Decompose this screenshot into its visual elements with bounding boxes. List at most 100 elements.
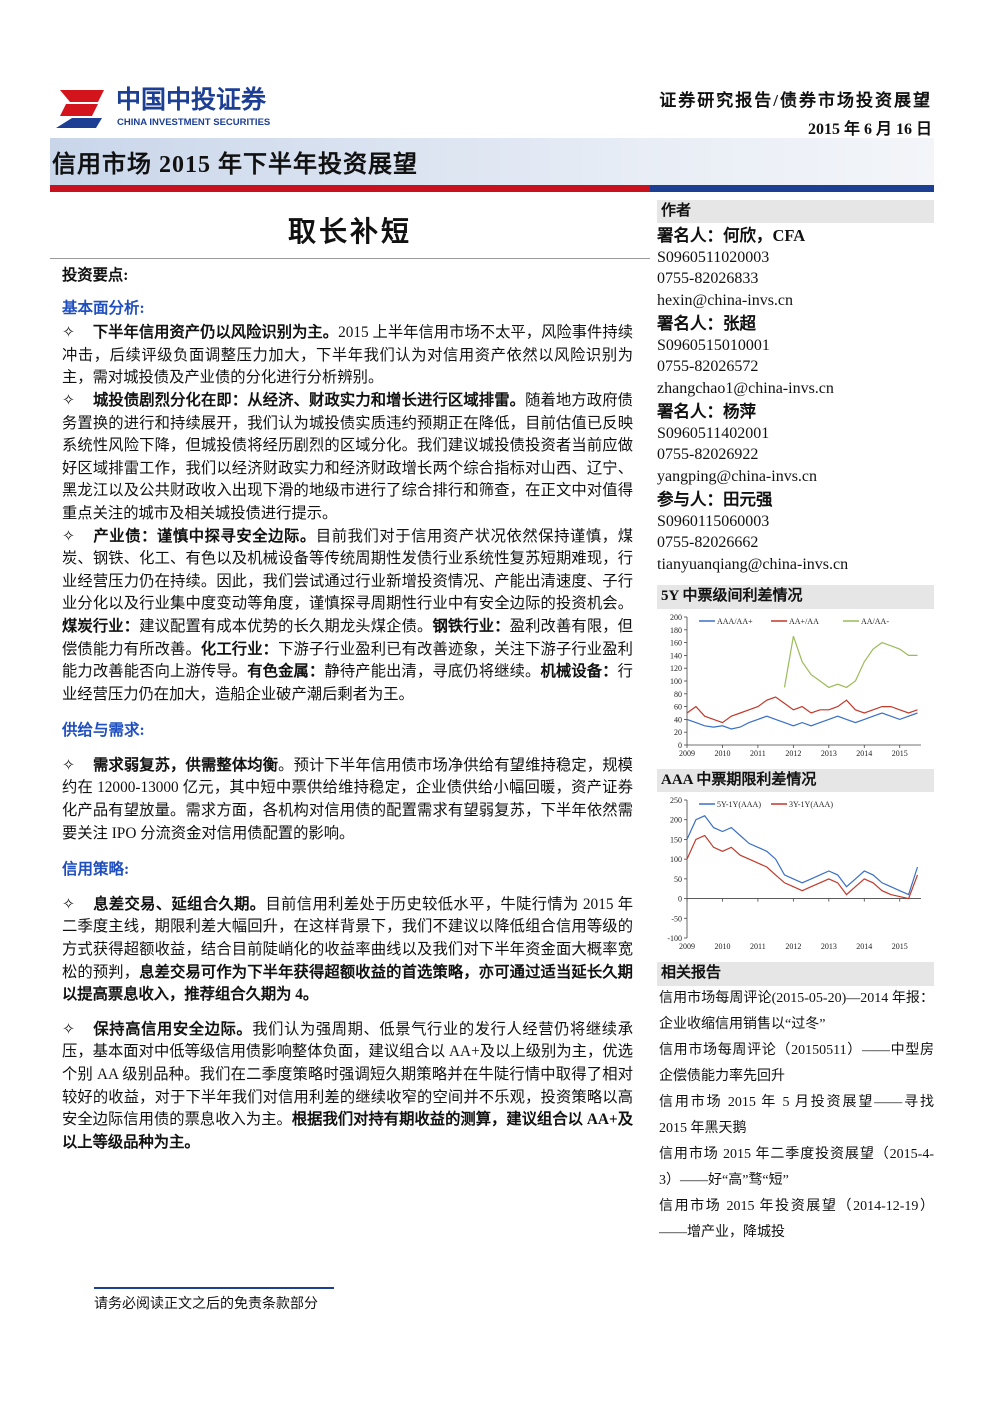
author-phone: 0755-82026922 (657, 446, 759, 463)
paragraph: ✧ 下半年信用资产仍以风险识别为主。2015 上半年信用市场不太平，风险事件持续冲… (62, 322, 633, 390)
rule (50, 258, 650, 259)
text-run: 保持高信用安全边际。 (92, 1020, 253, 1038)
text-run: 息差交易可作为下半年获得超额收益的首选策略，亦可通过适当延长久期以提高票息收入，… (62, 963, 633, 1004)
section: 供给与需求: ✧ 需求弱复苏，供需整体均衡。预计下半年信用债市场净供给有望维持稳定，… (62, 720, 633, 845)
chart-title: 5Y 中票级间利差情况 (657, 585, 934, 609)
author-name-line: 署名人：何欣，CFA (657, 225, 934, 247)
rule-red (50, 185, 650, 192)
legend-label: 5Y-1Y(AAA) (717, 800, 761, 809)
y-tick-label: 60 (674, 702, 682, 711)
logo-mark (60, 90, 104, 102)
paragraph: ✧ 保持高信用安全边际。我们认为强周期、低景气行业的发行人经营仍将继续承压，基本面… (62, 1019, 633, 1155)
text-run: 需求弱复苏，供需整体均衡 (92, 756, 279, 774)
bullet: ✧ (62, 895, 75, 913)
author-email: hexin@china-invs.cn (657, 291, 794, 309)
text-run: 钢铁行业： (432, 617, 510, 635)
rule-blue (650, 185, 934, 192)
x-tick-label: 2009 (679, 942, 695, 951)
author-email: tianyuanqiang@china-invs.cn (657, 555, 849, 573)
text-run: 下游子行业盈利已有改善迹象，关注下游子行业盈利能力改善能否向上游传导。 (62, 640, 633, 681)
footer-rule (94, 1287, 334, 1289)
text-run: 化工行业： (200, 640, 279, 658)
author-cert: S0960511402001 (657, 424, 770, 442)
y-tick-label: 40 (674, 715, 682, 724)
author-phone: 0755-82026572 (657, 358, 759, 375)
bullet: ✧ (62, 1020, 75, 1038)
text-run: 随着地方政府债务置换的进行和持续展开，我们认为城投债实质违约预期正在降低，目前估… (62, 391, 633, 522)
author: 署名人：杨萍 S0960511402001 0755-82026922 yangpin… (657, 401, 934, 487)
series-line (686, 815, 919, 896)
y-tick-label: 100 (670, 677, 682, 686)
logo-mark (60, 104, 98, 116)
author: 参与人：田元强 S0960115060003 0755-82026662 tianyu… (657, 489, 934, 575)
paragraph: ✧ 城投债剧烈分化在即：从经济、财政实力和增长进行区域排雷。随着地方政府债务置换的… (62, 390, 633, 526)
legend-label: 3Y-1Y(AAA) (789, 800, 833, 809)
logo-cn: 中国中投证券 (116, 85, 267, 114)
text-run: 我们认为强周期、低景气行业的发行人经营仍将继续承压，基本面对中低等级信用债影响整… (62, 1020, 633, 1129)
summary: 投资要点: 基本面分析: ✧ 下半年信用资产仍以风险识别为主。2015 上半年信用市… (62, 265, 633, 1168)
text-run: 息差交易、延组合久期。 (92, 895, 266, 913)
author-cert: S0960115060003 (657, 512, 770, 530)
title-band (50, 138, 934, 186)
main-title: 取长补短 (287, 217, 412, 248)
related-item: 信用市场每周评论(2015-05-20)—2014 年报：企业收缩信用销售以“过… (659, 990, 934, 1032)
y-tick-label: 50 (674, 875, 682, 884)
y-tick-label: 200 (670, 613, 682, 622)
section-heading: 基本面分析: (62, 299, 145, 317)
related-item: 信用市场 2015 年二季度投资展望（2015-4-3）——好“高”骛“短” (659, 1146, 934, 1188)
text-run: 机械设备： (540, 663, 618, 681)
text-run: 。预计下半年信用债市场净供给有望维持稳定，规模约在 12000-13000 亿元… (62, 756, 633, 842)
x-tick-label: 2009 (679, 749, 695, 758)
author-cert: S0960515010001 (657, 336, 770, 354)
x-tick-label: 2013 (821, 942, 837, 951)
y-tick-label: 160 (670, 638, 682, 647)
authors-label: 作者 (657, 200, 934, 223)
author-role: 署名人： (657, 226, 723, 245)
y-tick-label: 140 (670, 651, 682, 660)
y-tick-label: 200 (670, 816, 682, 825)
y-tick-label: -50 (671, 914, 682, 923)
chart-title: AAA 中票期限利差情况 (657, 768, 934, 792)
author-role: 署名人： (657, 402, 723, 421)
author-phone: 0755-82026662 (657, 534, 759, 551)
author-name-line: 参与人：田元强 (657, 489, 934, 511)
y-tick-label: 100 (670, 855, 682, 864)
logo-mark (56, 118, 102, 128)
section: 基本面分析: ✧ 下半年信用资产仍以风险识别为主。2015 上半年信用市场不太平，风… (62, 298, 633, 707)
related-list: 信用市场每周评论(2015-05-20)—2014 年报：企业收缩信用销售以“过… (657, 986, 934, 1246)
series-line (686, 695, 918, 723)
y-tick-label: 80 (674, 689, 682, 698)
author-name: 何欣，CFA (723, 226, 806, 245)
text-run: 行业经营压力仍在加大，造船企业破产潮后剩者为王。 (62, 663, 633, 703)
series-line (783, 635, 918, 688)
footer: 请务必阅读正文之后的免责条款部分 (94, 1296, 318, 1312)
section-heading: 信用策略: (62, 861, 130, 879)
doc-title: 信用市场 2015 年下半年投资展望 (52, 152, 418, 178)
x-tick-label: 2010 (714, 942, 730, 951)
y-tick-label: 250 (670, 796, 682, 805)
author-phone: 0755-82026833 (657, 270, 759, 287)
text-run: 目前我们对于信用资产状况依然保持谨慎，煤炭、钢铁、化工、有色以及机械设备等传统周… (62, 527, 633, 613)
paragraph: ✧ 需求弱复苏，供需整体均衡。预计下半年信用债市场净供给有望维持稳定，规模约在 1… (62, 755, 633, 845)
author-cert: S0960511020003 (657, 248, 770, 266)
author-name: 杨萍 (723, 402, 756, 421)
x-tick-label: 2010 (714, 749, 730, 758)
y-tick-label: 0 (678, 895, 682, 904)
bullet: ✧ (62, 527, 75, 545)
series-line (686, 711, 918, 730)
author-email: zhangchao1@china-invs.cn (657, 379, 834, 397)
paragraph: ✧ 产业债：谨慎中探寻安全边际。目前我们对于信用资产状况依然保持谨慎，煤炭、钢铁、… (62, 526, 633, 707)
section-heading: 供给与需求: (62, 722, 145, 740)
author-role: 署名人： (657, 314, 723, 333)
section: 信用策略: ✧ 息差交易、延组合久期。目前信用利差处于历史较低水平，牛陡行情为 20… (62, 859, 633, 1154)
report-type: 证券研究报告/债券市场投资展望 (659, 91, 932, 110)
x-tick-label: 2012 (785, 749, 801, 758)
y-tick-label: 20 (674, 728, 682, 737)
text-run: 有色金属： (247, 663, 325, 681)
bullet: ✧ (62, 391, 75, 409)
author-name: 田元强 (723, 490, 773, 509)
text-run: 2015 上半年信用市场不太平，风险事件持续冲击，后续评级负面调整压力加大，下半… (62, 324, 633, 387)
summary-label: 投资要点: (62, 267, 129, 284)
series-line (686, 834, 919, 900)
